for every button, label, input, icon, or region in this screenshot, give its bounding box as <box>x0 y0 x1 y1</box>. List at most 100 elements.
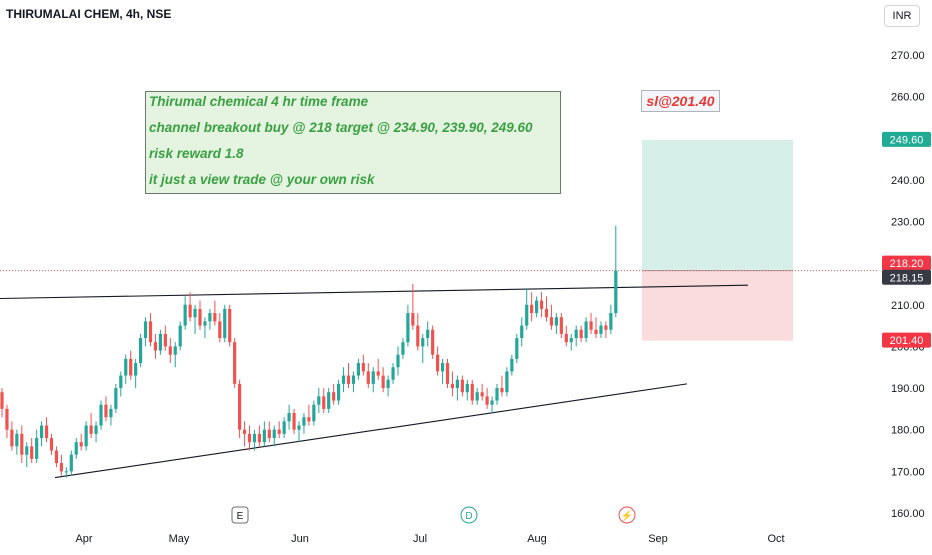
candle-body <box>124 358 128 376</box>
candle-body <box>614 270 618 314</box>
candle-body <box>564 333 568 343</box>
candle-body <box>262 429 266 443</box>
price-badge-target: 249.60 <box>882 131 931 147</box>
candle-body <box>292 413 296 430</box>
y-tick-label: 180.00 <box>891 425 925 437</box>
candle <box>163 325 167 351</box>
candle <box>411 283 415 330</box>
candle-body <box>114 388 118 409</box>
candle <box>297 421 301 443</box>
candle-body <box>242 429 247 434</box>
candle-body <box>104 404 108 418</box>
candle-body <box>307 417 311 422</box>
candle <box>223 304 227 343</box>
candle <box>228 304 232 347</box>
candle-body <box>89 425 93 434</box>
candle <box>15 429 19 455</box>
candle <box>178 321 182 351</box>
candle-body <box>297 425 301 430</box>
candle-body <box>440 363 445 372</box>
candle-body <box>500 388 504 393</box>
candle <box>549 304 554 330</box>
candle <box>119 371 123 397</box>
candle-body <box>208 313 212 322</box>
candle <box>99 400 103 430</box>
candle <box>584 317 588 343</box>
candle <box>386 375 390 397</box>
y-tick-label: 210.00 <box>891 300 925 312</box>
candle-body <box>421 338 425 347</box>
candle <box>89 413 93 439</box>
candle-body <box>386 379 390 389</box>
candle-body <box>535 300 539 314</box>
candle <box>124 354 128 384</box>
candle-body <box>44 425 49 439</box>
candle-body <box>490 400 494 405</box>
currency-button[interactable]: INR <box>884 5 920 27</box>
analysis-note[interactable]: Thirumal chemical 4 hr time frame channe… <box>145 91 561 194</box>
candle-body <box>168 346 172 355</box>
candle-body <box>480 392 484 397</box>
candle-body <box>391 367 395 380</box>
candle-body <box>163 333 167 347</box>
candle <box>579 325 583 343</box>
candle-body <box>223 308 227 339</box>
candle-body <box>426 329 430 339</box>
candle <box>143 317 148 347</box>
event-markers: E D ⚡ <box>231 506 636 524</box>
price-badge-label: 201.40 <box>890 335 924 347</box>
candle-body <box>40 425 44 439</box>
candle-body <box>520 325 524 339</box>
candle <box>599 321 603 339</box>
price-badge-label: 218.20 <box>890 258 924 270</box>
candle <box>351 371 356 393</box>
candle <box>490 396 494 414</box>
y-tick-label: 170.00 <box>891 466 925 478</box>
candle <box>327 388 331 414</box>
candle-body <box>460 379 464 393</box>
y-tick-label: 240.00 <box>891 175 925 187</box>
candle-body <box>173 346 177 355</box>
candle-body <box>139 338 143 364</box>
split-marker[interactable]: ⚡ <box>618 506 636 524</box>
candle-body <box>148 321 153 343</box>
candle <box>500 375 504 397</box>
candle <box>79 433 83 451</box>
candle-body <box>25 446 29 455</box>
candle <box>416 313 420 351</box>
candle <box>272 425 276 447</box>
candle <box>376 358 380 380</box>
candle <box>213 300 217 326</box>
candle <box>604 321 608 339</box>
candle-body <box>312 404 316 422</box>
dividend-marker[interactable]: D <box>460 506 478 524</box>
earnings-marker[interactable]: E <box>231 506 249 524</box>
candle-body <box>129 358 133 376</box>
candle <box>287 404 291 430</box>
candle <box>495 383 499 405</box>
candle <box>485 388 489 409</box>
candle-body <box>178 325 182 347</box>
candle-body <box>94 425 98 434</box>
candle-body <box>525 304 529 326</box>
candle-body <box>505 371 509 393</box>
price-badge-last: 218.20 <box>882 255 931 271</box>
candle <box>20 425 24 464</box>
candle-body <box>599 325 603 334</box>
candle-body <box>15 433 19 447</box>
stop-loss-label[interactable]: sl@201.40 <box>641 90 720 112</box>
candle-body <box>79 442 83 447</box>
candle <box>346 363 351 389</box>
candle <box>262 421 266 447</box>
candle <box>168 338 172 364</box>
candle-body <box>559 317 563 334</box>
candle-body <box>332 392 336 401</box>
candle <box>5 404 9 439</box>
note-line: Thirumal chemical 4 hr time frame <box>149 94 369 109</box>
candle <box>69 450 73 476</box>
candle <box>44 417 49 443</box>
candle-body <box>69 454 73 472</box>
candle <box>10 421 14 451</box>
